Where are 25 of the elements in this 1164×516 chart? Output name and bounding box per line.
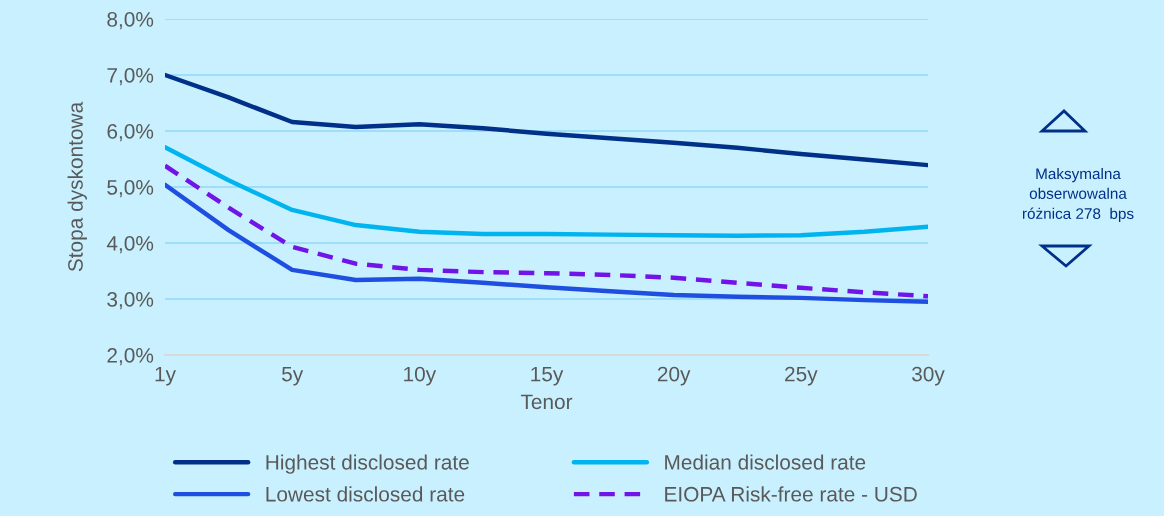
x-tick-label: 20y — [657, 366, 691, 386]
x-tick-label: 1y — [155, 366, 176, 386]
y-tick-label: 5,0% — [107, 180, 154, 198]
y-tick-label: 7,0% — [107, 68, 154, 86]
x-tick-label: 15y — [531, 366, 564, 386]
legend-label: Highest disclosed rate — [266, 454, 469, 474]
y-tick-label: 3,0% — [107, 292, 154, 310]
x-tick-label: 10y — [404, 366, 437, 386]
line-series — [165, 145, 928, 238]
x-tick-label: 5y — [282, 366, 304, 386]
line-series — [165, 72, 928, 168]
line-series — [165, 163, 928, 299]
x-tick-label: 30y — [912, 366, 945, 386]
line-series — [165, 182, 928, 305]
y-tick-label: 2,0% — [107, 348, 154, 366]
x-tick-label: 25y — [785, 366, 818, 386]
text: Maksymalna obserwowalna różnica 278 bps — [1022, 167, 1134, 223]
legend-label: Median disclosed rate — [665, 454, 866, 470]
legend-label: Lowest disclosed rate — [266, 486, 465, 502]
y-axis-title: Stopa dyskontowa — [67, 101, 87, 272]
x-axis-title: Tenor — [520, 394, 573, 410]
y-tick-label: 4,0% — [106, 236, 154, 254]
y-tick-label: 6,0% — [107, 124, 154, 142]
legend-label: EIOPA Risk-free rate - USD — [665, 486, 917, 502]
y-tick-label: 8,0% — [107, 12, 154, 30]
